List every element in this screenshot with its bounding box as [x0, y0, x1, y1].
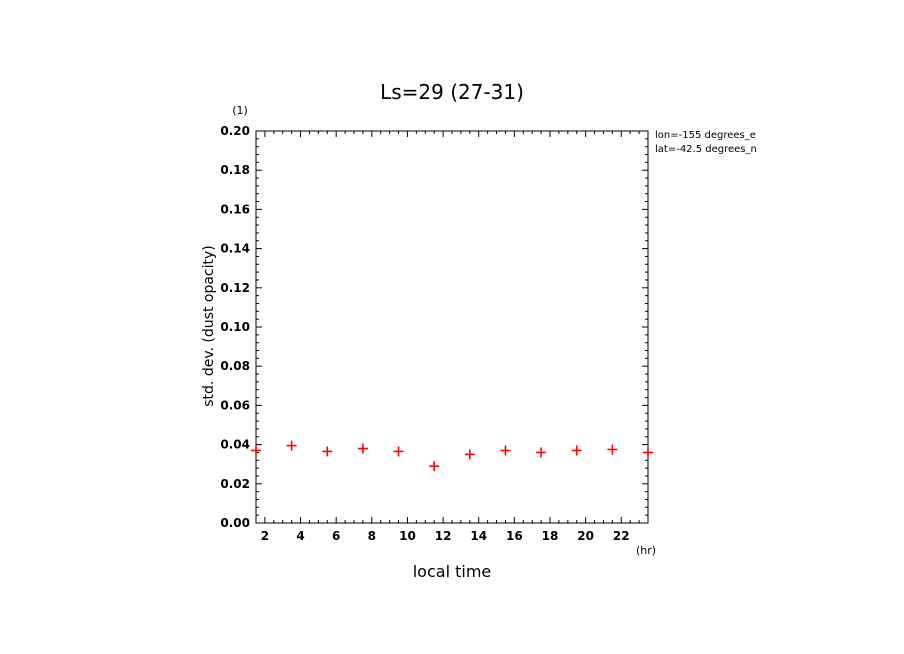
- data-point: [393, 446, 404, 457]
- y-tick-label: 0.00: [220, 516, 250, 530]
- y-tick-label: 0.06: [220, 398, 250, 412]
- y-tick-label: 0.20: [220, 124, 250, 138]
- annotation-lon: lon=-155 degrees_e: [655, 130, 756, 141]
- annotation-lat: lat=-42.5 degrees_n: [655, 144, 757, 155]
- x-unit-label: (hr): [636, 544, 656, 557]
- y-tick-label: 0.04: [220, 438, 250, 452]
- data-point: [322, 446, 333, 457]
- x-tick-label: 4: [296, 529, 304, 543]
- x-tick-label: 16: [506, 529, 523, 543]
- data-point: [536, 447, 547, 458]
- y-tick-label: 0.16: [220, 202, 250, 216]
- y-axis-label: std. dev. (dust opacity): [201, 245, 217, 406]
- data-point: [643, 447, 653, 458]
- data-point: [464, 449, 475, 460]
- data-point: [571, 445, 582, 456]
- y-tick-label: 0.12: [220, 281, 250, 295]
- x-tick-label: 10: [399, 529, 416, 543]
- y-tick-label: 0.08: [220, 359, 250, 373]
- y-unit-label: (1): [232, 104, 248, 117]
- data-point: [500, 445, 511, 456]
- data-point: [251, 445, 261, 456]
- x-tick-label: 20: [577, 529, 594, 543]
- chart-title: Ls=29 (27-31): [380, 80, 524, 104]
- y-tick-label: 0.02: [220, 477, 250, 491]
- x-tick-label: 14: [470, 529, 487, 543]
- x-axis-label: local time: [413, 562, 492, 581]
- data-point: [607, 444, 618, 455]
- y-tick-label: 0.18: [220, 163, 250, 177]
- x-tick-label: 12: [435, 529, 452, 543]
- x-tick-label: 22: [613, 529, 630, 543]
- x-tick-label: 2: [261, 529, 269, 543]
- data-point: [357, 443, 368, 454]
- axis-ticks: [255, 130, 649, 524]
- x-tick-label: 18: [542, 529, 559, 543]
- axis-tick-labels: 0.00 0.02 0.04 0.06 0.08 0.10 0.12 0.14 0.16 0.18…: [220, 124, 629, 543]
- data-points: [251, 440, 653, 472]
- data-point: [429, 461, 440, 472]
- plot-frame: [255, 130, 649, 524]
- x-tick-label: 6: [332, 529, 340, 543]
- x-tick-label: 8: [368, 529, 376, 543]
- data-point: [286, 440, 297, 451]
- y-tick-label: 0.14: [220, 242, 250, 256]
- y-tick-label: 0.10: [220, 320, 250, 334]
